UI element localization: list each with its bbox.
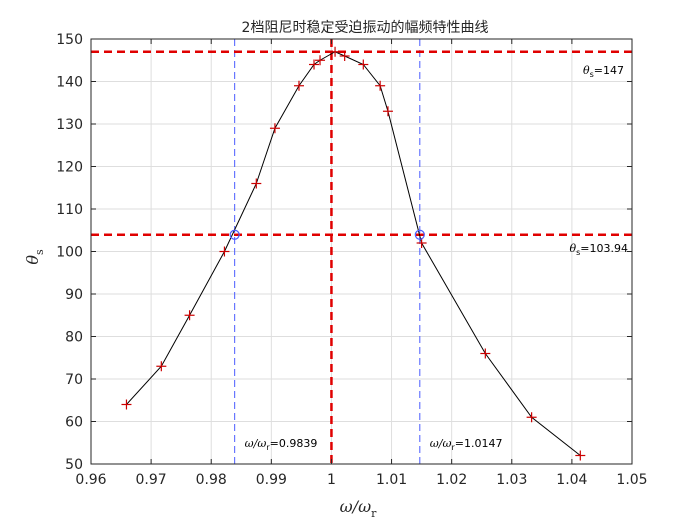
series-layer — [121, 46, 586, 461]
grid-layer — [90, 38, 633, 465]
data-point-marker — [480, 348, 491, 359]
y-tick-label: 130 — [56, 117, 83, 133]
data-point-marker — [309, 59, 320, 70]
x-axis-label-main: ω/ω — [340, 497, 371, 516]
y-axis-label: θs — [23, 249, 46, 265]
bandwidth-left-label-value: =0.9839 — [270, 437, 318, 450]
y-tick-label: 90 — [65, 287, 83, 303]
bandwidth-left-label-subscript: r — [266, 443, 270, 452]
y-tick-label: 50 — [65, 457, 83, 473]
half-power-label-prefix: θ — [569, 242, 576, 255]
x-axis-label-subscript: r — [371, 507, 377, 520]
axes-layer: 0.96 0.97 0.98 0.99 1 1.01 1.02 1.03 1.04 1.05 50 6… — [56, 32, 647, 488]
data-point-marker — [269, 123, 280, 134]
bandwidth-right-label-value: =1.0147 — [455, 437, 503, 450]
data-point-marker — [358, 59, 369, 70]
data-point-marker — [156, 361, 167, 372]
x-tick-label: 0.99 — [256, 472, 287, 488]
bandwidth-left-label-prefix: ω/ω — [245, 437, 267, 450]
peak-amplitude-label-value: =147 — [594, 64, 624, 77]
half-power-label-subscript: s — [576, 248, 580, 257]
bandwidth-left-point — [229, 229, 240, 240]
half-power-label-value: =103.94 — [580, 242, 628, 255]
x-tick-label: 0.98 — [196, 472, 227, 488]
bandwidth-left-label: ω/ωr=0.9839 — [245, 437, 318, 452]
x-tick-label: 1.02 — [436, 472, 467, 488]
y-tick-label: 140 — [56, 75, 83, 91]
x-tick-label: 1.04 — [556, 472, 587, 488]
chart-title: 2档阻尼时稳定受迫振动的幅频特性曲线 — [242, 20, 489, 36]
y-tick-label: 120 — [56, 160, 83, 176]
y-tick-label: 150 — [56, 32, 83, 48]
data-point-marker — [121, 399, 132, 410]
bandwidth-right-label-prefix: ω/ω — [430, 437, 452, 450]
x-axis-label: ω/ωr — [340, 497, 377, 520]
y-axis-label-subscript: s — [33, 249, 46, 255]
data-point-marker — [330, 46, 341, 57]
plot-frame — [90, 38, 633, 465]
x-tick-label: 1 — [327, 472, 336, 488]
x-tick-label: 1.01 — [376, 472, 407, 488]
bandwidth-right-point — [414, 229, 425, 240]
y-tick-label: 110 — [56, 202, 83, 218]
data-point-marker — [375, 80, 386, 91]
data-point-marker — [382, 106, 393, 117]
data-point-marker — [315, 55, 326, 66]
x-tick-label: 0.97 — [136, 472, 167, 488]
reference-lines-layer — [91, 39, 632, 464]
y-tick-label: 60 — [65, 415, 83, 431]
peak-amplitude-label: θs=147 — [583, 64, 624, 79]
data-point-marker — [184, 310, 195, 321]
peak-amplitude-label-subscript: s — [590, 70, 594, 79]
x-tick-label: 1.03 — [496, 472, 527, 488]
half-power-label: θs=103.94 — [569, 242, 628, 257]
data-point-marker — [251, 178, 262, 189]
data-point-marker — [293, 80, 304, 91]
data-point-marker — [575, 450, 586, 461]
data-point-marker — [219, 246, 230, 257]
data-point-marker — [339, 51, 350, 61]
series-line — [126, 51, 581, 456]
y-tick-label: 70 — [65, 372, 83, 388]
bandwidth-right-label: ω/ωr=1.0147 — [430, 437, 503, 452]
data-point-marker — [526, 412, 537, 423]
y-tick-label: 100 — [56, 245, 83, 261]
x-tick-label: 1.05 — [616, 472, 647, 488]
y-tick-label: 80 — [65, 330, 83, 346]
y-axis-label-main: θ — [23, 255, 42, 265]
bandwidth-right-label-subscript: r — [451, 443, 455, 452]
data-point-marker — [416, 238, 427, 248]
peak-amplitude-label-prefix: θ — [583, 64, 590, 77]
x-tick-label: 0.96 — [75, 472, 106, 488]
